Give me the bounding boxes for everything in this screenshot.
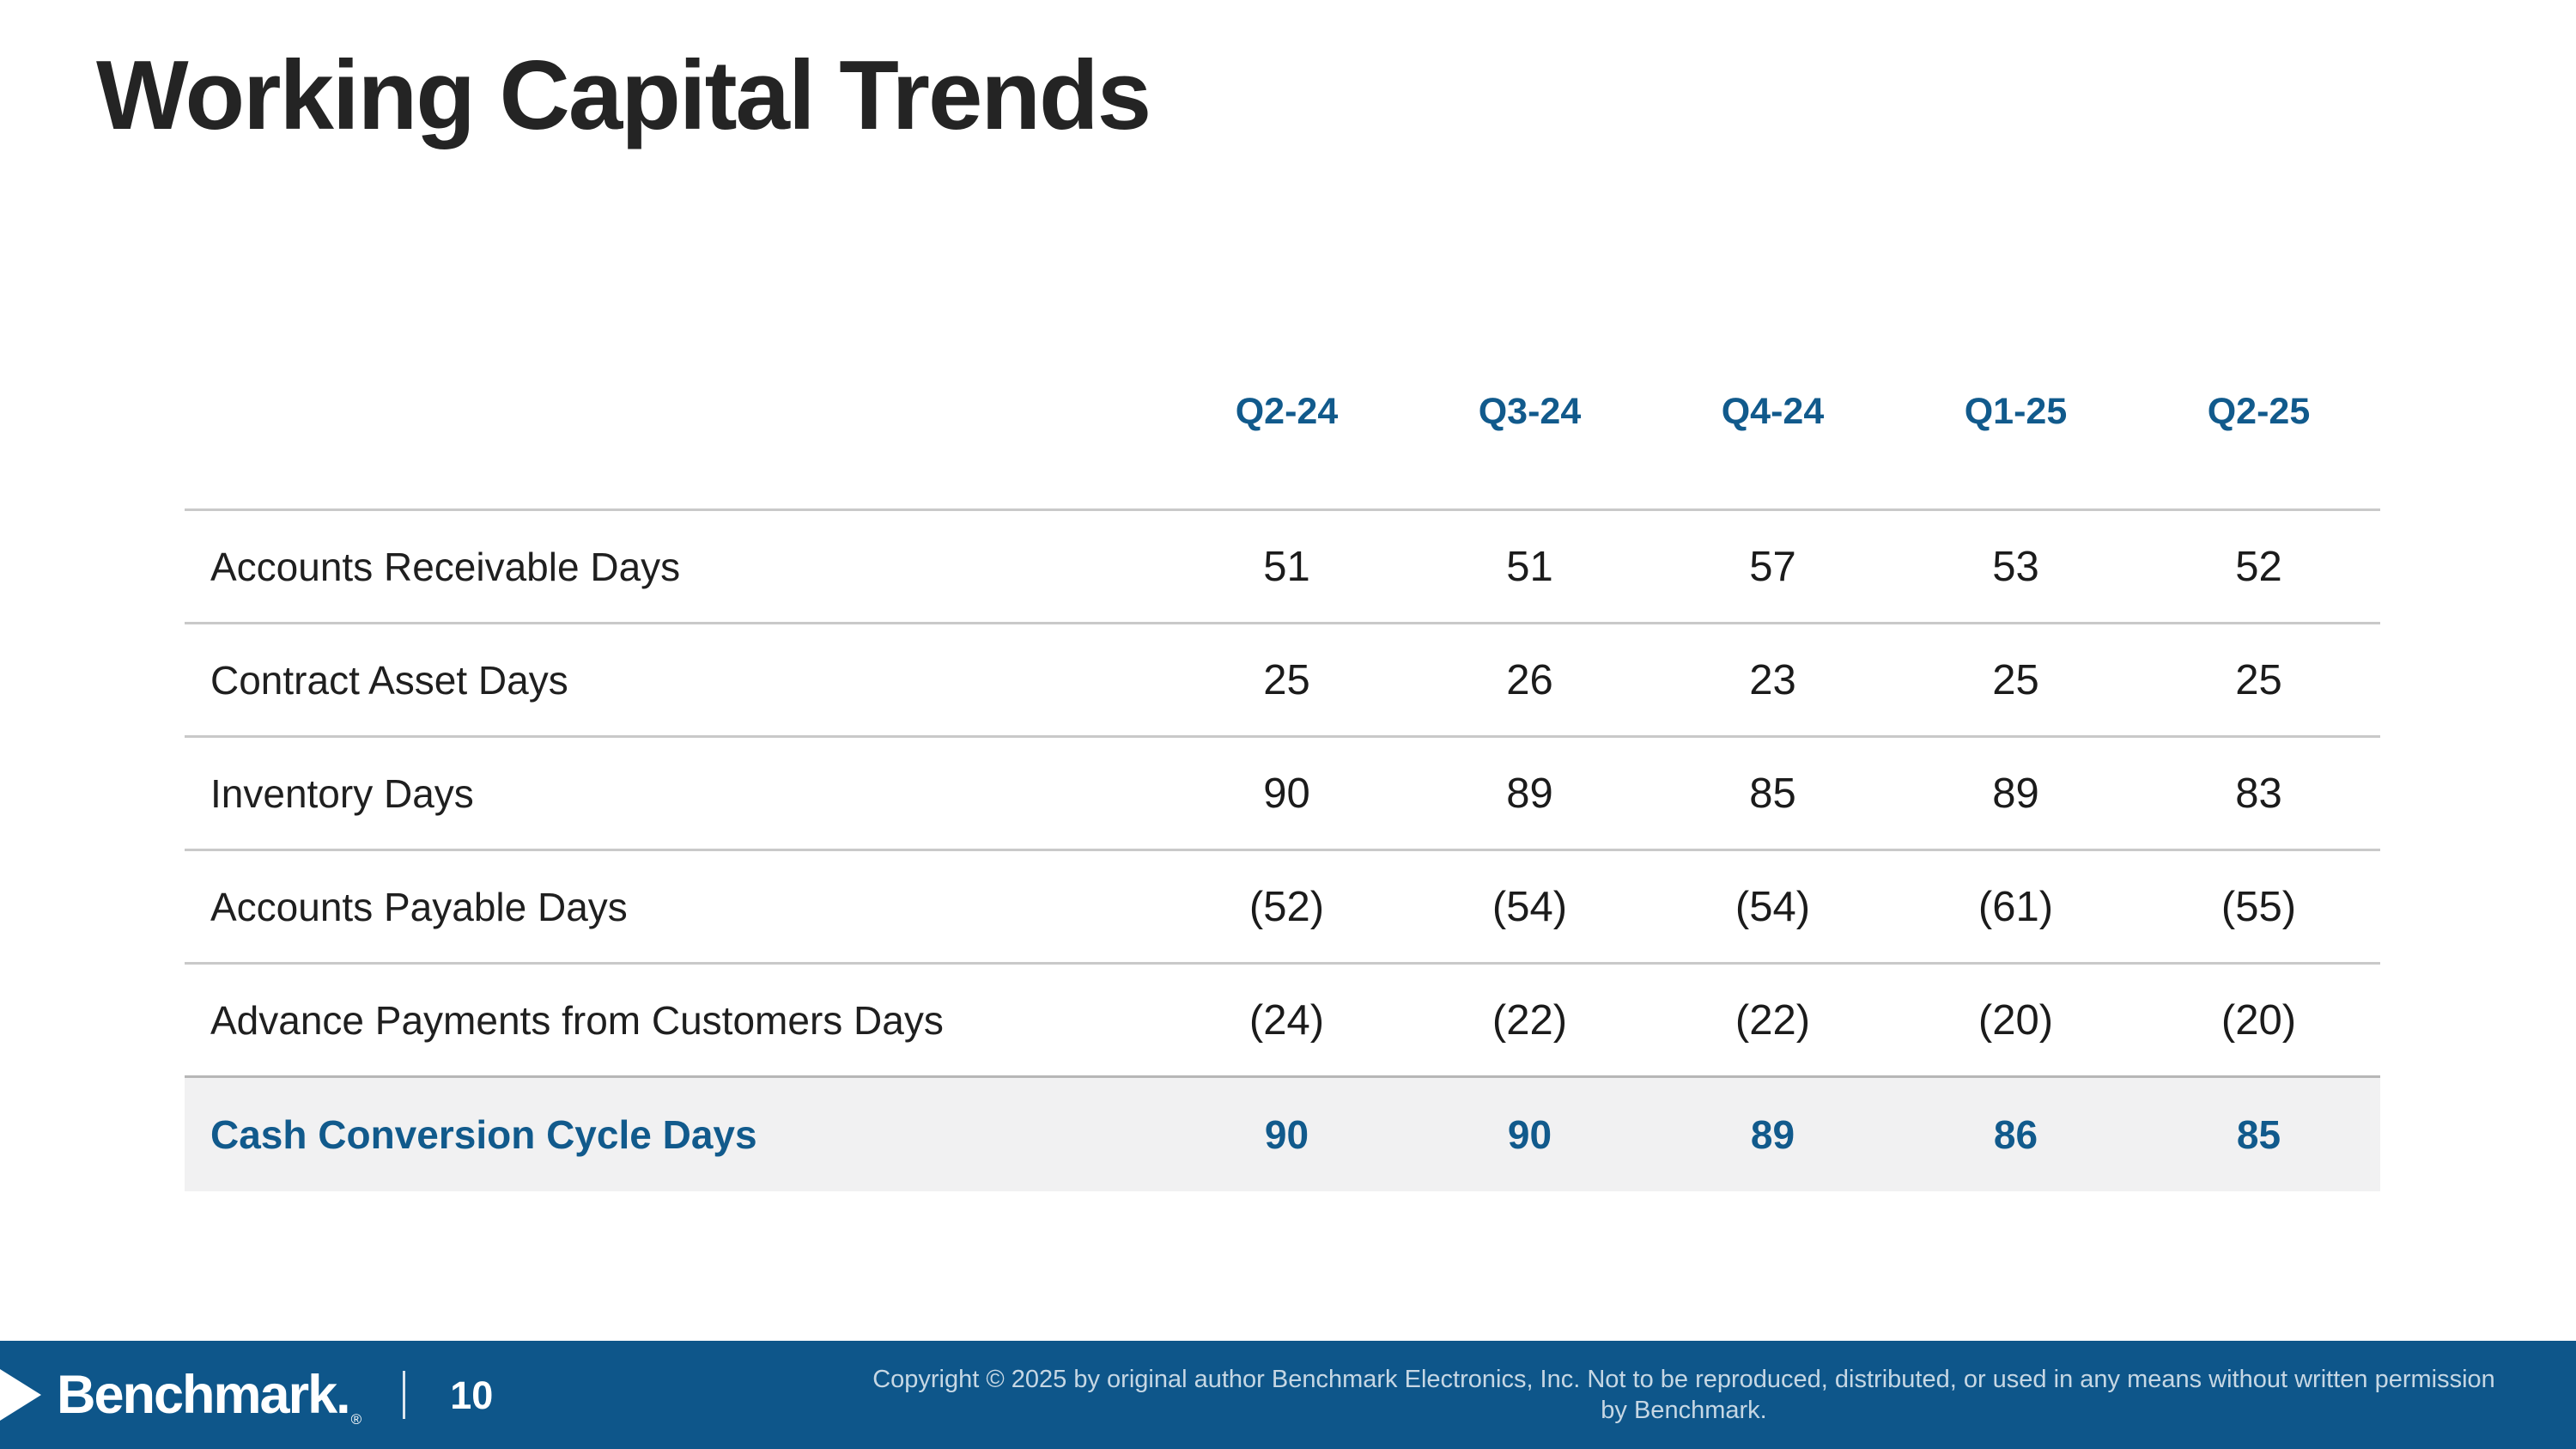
- cell-value: 51: [1165, 508, 1408, 624]
- cell-value: 26: [1408, 622, 1651, 737]
- cell-value: (61): [1894, 849, 2137, 964]
- column-header-q2-24: Q2-24: [1235, 391, 1339, 432]
- row-label: Inventory Days: [185, 735, 1165, 850]
- cell-value: 90: [1165, 735, 1408, 850]
- page-title: Working Capital Trends: [96, 41, 1151, 150]
- benchmark-arrow-icon: [0, 1369, 41, 1421]
- cell-value: 53: [1894, 508, 2137, 624]
- cell-value: 89: [1408, 735, 1651, 850]
- cell-value: (20): [2137, 962, 2380, 1077]
- row-label: Accounts Receivable Days: [185, 508, 1165, 624]
- cell-value: 52: [2137, 508, 2380, 624]
- cell-value: (55): [2137, 849, 2380, 964]
- cell-value: (54): [1408, 849, 1651, 964]
- total-cell-value: 90: [1408, 1075, 1651, 1191]
- column-header-q2-25: Q2-25: [2207, 391, 2311, 432]
- column-header-q4-24: Q4-24: [1721, 391, 1825, 432]
- brand-logo: Benchmark. ® 10: [0, 1341, 493, 1449]
- total-row: Cash Conversion Cycle Days 90 90 89 86 8…: [185, 1075, 2380, 1191]
- table-row: Accounts Receivable Days 51 51 57 53 52: [185, 508, 2380, 624]
- footer-bar: Benchmark. ® 10 Copyright © 2025 by orig…: [0, 1341, 2576, 1449]
- total-cell-value: 89: [1651, 1075, 1894, 1191]
- cell-value: 83: [2137, 735, 2380, 850]
- table-row: Inventory Days 90 89 85 89 83: [185, 735, 2380, 850]
- page-number: 10: [450, 1373, 494, 1417]
- total-row-label: Cash Conversion Cycle Days: [185, 1075, 1165, 1191]
- registered-trademark-icon: ®: [350, 1411, 362, 1428]
- column-header-q3-24: Q3-24: [1478, 391, 1582, 432]
- cell-value: 25: [1165, 622, 1408, 737]
- working-capital-table: Q2-24 Q3-24 Q4-24 Q1-25 Q2-25 Accounts R…: [185, 354, 2380, 1191]
- cell-value: 25: [1894, 622, 2137, 737]
- row-label: Contract Asset Days: [185, 622, 1165, 737]
- table-row: Advance Payments from Customers Days (24…: [185, 962, 2380, 1077]
- row-label: Advance Payments from Customers Days: [185, 962, 1165, 1077]
- copyright-text: Copyright © 2025 by original author Benc…: [872, 1365, 2495, 1424]
- table-header-row: Q2-24 Q3-24 Q4-24 Q1-25 Q2-25: [185, 354, 2380, 510]
- cell-value: (24): [1165, 962, 1408, 1077]
- header-empty-cell: [185, 354, 1165, 510]
- cell-value: 23: [1651, 622, 1894, 737]
- total-cell-value: 86: [1894, 1075, 2137, 1191]
- table-row: Contract Asset Days 25 26 23 25 25: [185, 622, 2380, 737]
- cell-value: (52): [1165, 849, 1408, 964]
- table-row: Accounts Payable Days (52) (54) (54) (61…: [185, 849, 2380, 964]
- footer-divider: [403, 1371, 406, 1419]
- brand-name: Benchmark.: [57, 1364, 351, 1425]
- cell-value: 57: [1651, 508, 1894, 624]
- cell-value: (20): [1894, 962, 2137, 1077]
- cell-value: (22): [1408, 962, 1651, 1077]
- cell-value: (22): [1651, 962, 1894, 1077]
- column-header-q1-25: Q1-25: [1964, 391, 2068, 432]
- cell-value: 89: [1894, 735, 2137, 850]
- cell-value: 85: [1651, 735, 1894, 850]
- cell-value: (54): [1651, 849, 1894, 964]
- total-cell-value: 90: [1165, 1075, 1408, 1191]
- cell-value: 25: [2137, 622, 2380, 737]
- row-label: Accounts Payable Days: [185, 849, 1165, 964]
- total-cell-value: 85: [2137, 1075, 2380, 1191]
- cell-value: 51: [1408, 508, 1651, 624]
